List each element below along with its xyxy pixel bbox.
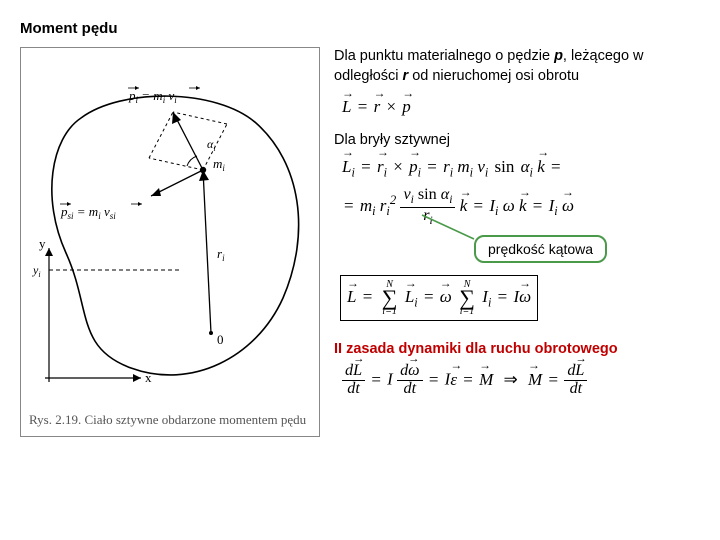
alpha-label: αi — [207, 137, 216, 153]
yi-label: yi — [32, 263, 41, 279]
para1-p: p — [554, 48, 563, 64]
content-row: x y 0 mi ri yi — [20, 47, 700, 437]
rigid-body-diagram: x y 0 mi ri yi — [21, 48, 319, 408]
subhead-dynamics: II zasada dynamiki dla ruchu obrotowego — [334, 341, 700, 357]
figure-caption: Rys. 2.19. Ciało sztywne obdarzone momen… — [21, 408, 319, 436]
eq-Li-line2: = mi ri2 vi sin αiri k = Ii ω k = Ii ω — [342, 187, 700, 227]
ri-label: ri — [217, 246, 225, 263]
para1-suffix: od nieruchomej osi obrotu — [408, 68, 579, 84]
angular-velocity-callout: prędkość kątowa — [474, 235, 607, 263]
mi-label: mi — [213, 156, 225, 173]
origin-label: 0 — [217, 332, 224, 347]
text-panel: Dla punktu materialnego o pędzie p, leżą… — [334, 47, 700, 437]
psi-eq-label: psi = mi vsi — [60, 204, 116, 221]
para1-prefix: Dla punktu materialnego o pędzie — [334, 48, 554, 64]
callout-wrap: prędkość kątowa — [474, 235, 700, 263]
axis-y-label: y — [39, 236, 46, 251]
eq-dynamics: dLdt = I dωdt = Iε = M ⇒ M = dLdt — [342, 363, 700, 398]
eq-L-definition: L = r × p — [342, 94, 700, 120]
eq-Li-line1: Li = ri × pi = ri mi vi sin αi k = — [342, 154, 700, 182]
pi-eq-label: pi = mi vi — [128, 88, 177, 105]
figure-panel: x y 0 mi ri yi — [20, 47, 320, 437]
subhead-rigid: Dla bryły sztywnej — [334, 132, 700, 148]
eq-L-sum: L = N∑i=1 Li = ω N∑i=1 Ii = Iω — [340, 275, 538, 321]
page-title: Moment pędu — [20, 20, 700, 37]
definition-paragraph: Dla punktu materialnego o pędzie p, leżą… — [334, 47, 700, 86]
